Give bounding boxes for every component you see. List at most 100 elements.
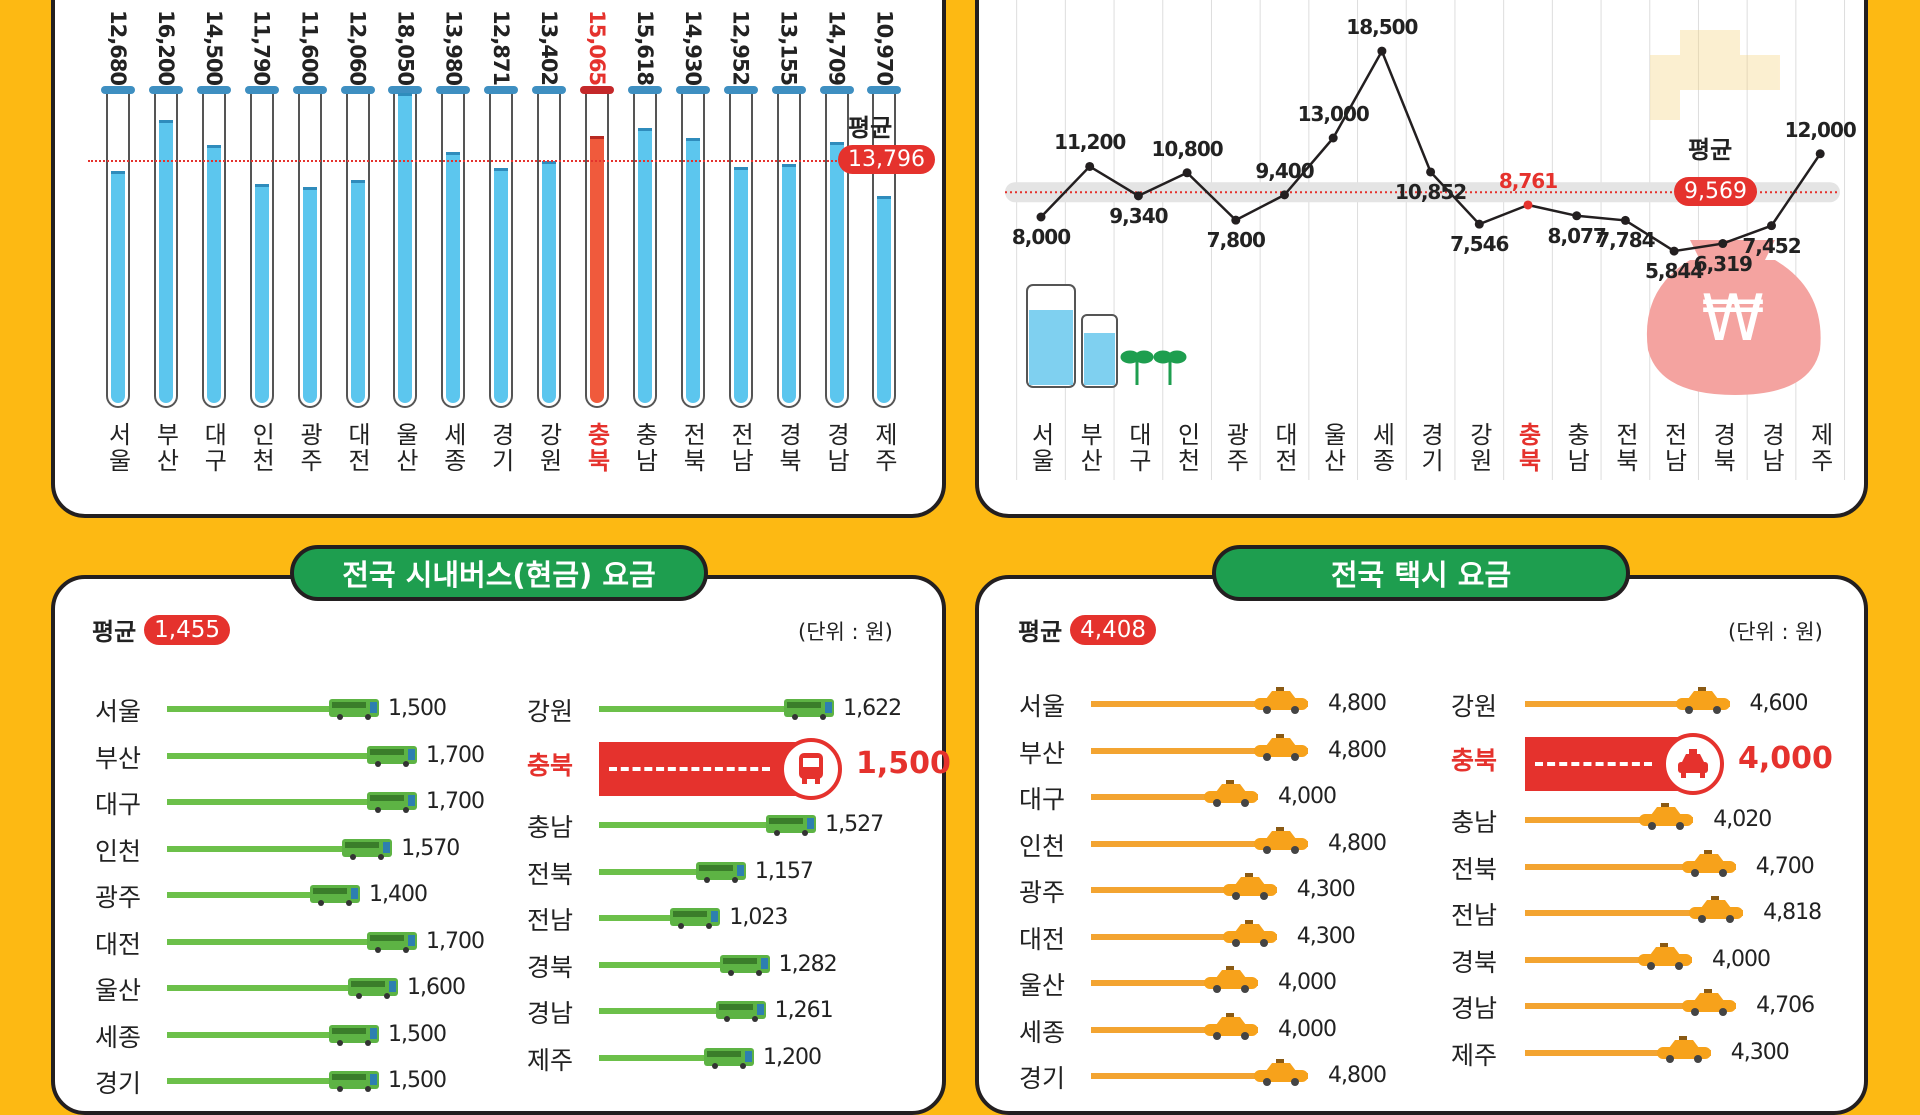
data-point <box>1767 221 1776 231</box>
tube-fill <box>542 160 557 403</box>
value-label: 12,000 <box>1784 117 1857 142</box>
fare-row: 인천 1,570 <box>95 828 515 868</box>
tube <box>537 94 562 408</box>
fare-value: 4,300 <box>1296 923 1356 949</box>
value-label: 14,709 <box>824 10 849 86</box>
fare-value: 4,818 <box>1763 900 1822 926</box>
value-label: 16,200 <box>153 10 178 86</box>
bus-icon <box>328 1069 380 1097</box>
value-label: 6,319 <box>1693 251 1753 276</box>
fare-value: 4,000 <box>1278 970 1337 995</box>
road-dash <box>1535 762 1652 767</box>
fare-value: 4,600 <box>1749 691 1809 716</box>
fare-row: 경북 1,282 <box>527 944 947 984</box>
region-label: 울산 <box>390 422 419 474</box>
value-label: 5,844 <box>1644 259 1704 284</box>
tube-fill <box>111 171 125 403</box>
region-label: 부산 <box>151 422 180 474</box>
road-dash <box>609 767 770 772</box>
value-label: 10,970 <box>872 10 897 86</box>
tube-cap <box>580 86 614 94</box>
fare-row: 부산 1,700 <box>95 735 515 775</box>
fare-value: 4,000 <box>1278 784 1337 809</box>
taxi-icon <box>1252 686 1310 720</box>
tube-cap <box>340 86 375 94</box>
tube-cap <box>388 86 423 94</box>
fare-row: 경기 4,800 <box>1019 1055 1439 1095</box>
tube <box>249 94 274 408</box>
value-label: 13,402 <box>537 10 562 86</box>
fare-value: 1,500 <box>388 696 447 721</box>
fare-line <box>1091 840 1308 847</box>
fare-row: 서울 1,500 <box>95 688 515 728</box>
tube <box>728 94 753 408</box>
fare-row: 광주 1,400 <box>95 874 515 914</box>
tube-fill <box>685 138 700 403</box>
value-label: 18,500 <box>1346 15 1418 40</box>
fare-row: 충남 1,527 <box>527 804 947 844</box>
average-label: 평균 <box>848 113 893 142</box>
bus-icon <box>328 697 380 725</box>
region-label: 경북 <box>1451 947 1498 977</box>
fare-row: 대전 1,700 <box>95 921 515 961</box>
tube-fill <box>350 180 365 403</box>
bus-icon <box>719 953 771 981</box>
taxi-icon <box>1202 779 1260 813</box>
tube <box>106 94 130 408</box>
taxi-icon <box>1662 733 1724 796</box>
region-label: 경남 <box>822 422 850 474</box>
tube-cap <box>627 86 662 94</box>
region-label: 서울 <box>1026 422 1055 474</box>
value-label: 14,500 <box>201 10 226 86</box>
bus-icon <box>783 697 835 725</box>
tube-cap <box>819 86 854 94</box>
region-label: 경기 <box>1416 422 1445 474</box>
value-label: 11,790 <box>249 10 274 86</box>
fare-line <box>1091 747 1308 754</box>
tube-fill <box>829 141 844 403</box>
region-label: 강원 <box>534 422 563 474</box>
value-label: 13,000 <box>1297 102 1370 126</box>
taxi-unit: (단위 : 원) <box>1728 620 1823 644</box>
region-label: 전남 <box>1451 901 1498 931</box>
fare-value: 1,261 <box>774 998 834 1024</box>
fare-line <box>1525 817 1694 824</box>
fare-value: 1,400 <box>369 882 428 907</box>
fare-row: 충북 4,000 <box>1451 733 1871 796</box>
fare-line <box>599 1054 753 1061</box>
value-label: 15,618 <box>632 10 657 86</box>
region-label: 전남 <box>527 906 574 936</box>
tube-fill <box>781 164 796 403</box>
region-label: 제주 <box>1451 1040 1498 1070</box>
fare-value: 1,600 <box>407 975 466 1000</box>
average-label: 평균 <box>1018 618 1063 646</box>
sprout-icon <box>1120 350 1187 385</box>
tube <box>393 92 418 408</box>
tube-fill <box>158 119 173 403</box>
taxi-icon <box>1221 872 1279 906</box>
value-label: 12,871 <box>489 10 514 86</box>
region-label: 충북 <box>1513 422 1542 474</box>
tube <box>632 94 657 408</box>
value-label: 12,060 <box>345 10 370 86</box>
fare-row: 경남 4,706 <box>1451 985 1871 1025</box>
fare-row: 강원 4,600 <box>1451 683 1871 723</box>
fare-value: 1,700 <box>426 742 485 768</box>
region-label: 대구 <box>199 422 228 474</box>
region-label: 전북 <box>1610 422 1639 474</box>
region-label: 세종 <box>95 1022 142 1052</box>
region-label: 대구 <box>1019 785 1066 814</box>
tube <box>441 94 466 408</box>
region-label: 전남 <box>726 422 755 474</box>
taxi-icon <box>1655 1035 1713 1069</box>
line-chart: ₩ 8,000 서울 11,200 부산 9,340 대구 10,800 인천 7,800 광주 9… <box>0 0 1920 520</box>
fare-row: 충북 1,500 <box>527 738 951 801</box>
value-label: 7,546 <box>1450 232 1509 257</box>
taxi-fare-title: 전국 택시 요금 <box>1212 545 1630 601</box>
data-point <box>1133 191 1143 201</box>
data-point <box>1718 239 1728 249</box>
region-label: 서울 <box>1019 692 1066 721</box>
average-label: 평균 <box>92 618 137 646</box>
fare-value: 1,500 <box>388 1068 447 1093</box>
data-point <box>1474 219 1484 229</box>
